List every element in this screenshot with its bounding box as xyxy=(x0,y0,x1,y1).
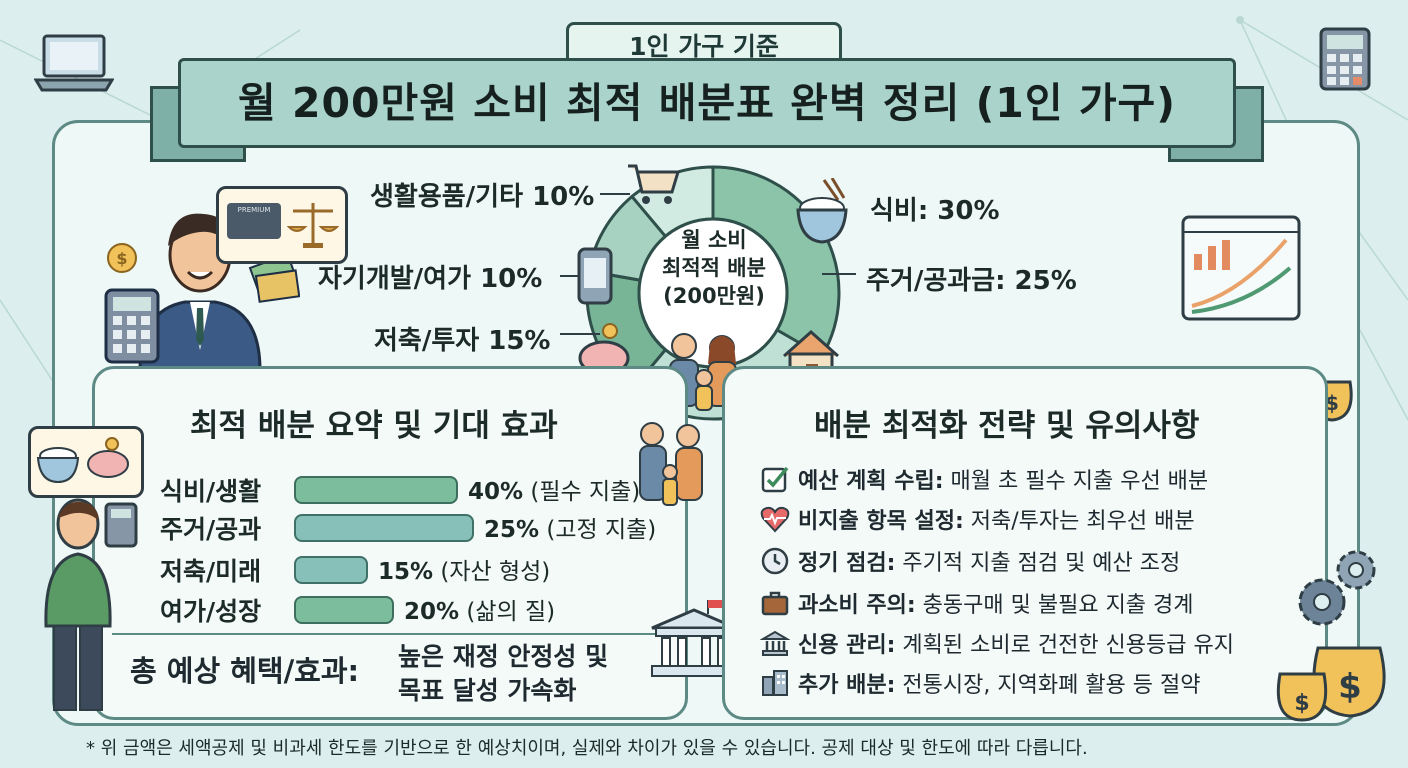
strategy-item-text: 예산 계획 수립: 매월 초 필수 지출 우선 배분 xyxy=(798,463,1208,495)
summary-row-note: (필수 지출) xyxy=(530,479,641,505)
svg-text:$: $ xyxy=(1294,691,1309,716)
total-benefit-line1: 높은 재정 안정성 및 xyxy=(398,642,609,671)
scales-icon xyxy=(287,203,339,248)
man-with-calculator-illustration xyxy=(44,498,138,711)
summary-row-value: 25% (고정 지출) xyxy=(484,510,656,544)
segment-label-food: 식비: 30% xyxy=(870,196,1000,226)
strategy-item-text: 정기 점검: 주기적 지출 점검 및 예산 조정 xyxy=(798,545,1180,577)
strategy-key: 신용 관리: xyxy=(798,633,896,658)
heartbeat-icon xyxy=(760,506,790,533)
summary-panel xyxy=(92,366,688,720)
donut-center-label: 월 소비 최적적 배분 (200만원) xyxy=(640,226,788,310)
summary-title: 최적 배분 요약 및 기대 효과 xyxy=(190,408,558,444)
strategy-item-review: 정기 점검: 주기적 지출 점검 및 예산 조정 xyxy=(760,544,1320,578)
summary-row-note: (자산 형성) xyxy=(440,559,551,585)
summary-row-label: 주거/공과 xyxy=(160,515,262,544)
strategy-value: 전통시장, 지역화폐 활용 등 절약 xyxy=(895,673,1201,698)
summary-row-label: 식비/생활 xyxy=(160,477,262,506)
summary-row-pct: 15% xyxy=(378,559,434,585)
strategy-value: 주기적 지출 점검 및 예산 조정 xyxy=(895,551,1181,576)
donut-center-line3: (200만원) xyxy=(663,284,765,308)
strategy-value: 매월 초 필수 지출 우선 배분 xyxy=(943,469,1209,494)
strategy-value: 계획된 소비로 건전한 신용등급 유지 xyxy=(895,633,1234,658)
strategy-key: 과소비 주의: xyxy=(798,593,916,618)
strategy-key: 비지출 항목 설정: xyxy=(798,509,964,534)
summary-row-value: 40% (필수 지출) xyxy=(468,472,640,506)
footnote: * 위 금액은 세액공제 및 비과세 한도를 기반으로 한 예상치이며, 실제와… xyxy=(86,738,1088,759)
donut-center-line2: 최적적 배분 xyxy=(662,256,766,280)
checkbox-icon xyxy=(761,466,789,493)
strategy-item-text: 비지출 항목 설정: 저축/투자는 최우선 배분 xyxy=(798,503,1195,535)
total-benefit-line2: 목표 달성 가속화 xyxy=(398,676,577,705)
strategy-item-nonspend: 비지출 항목 설정: 저축/투자는 최우선 배분 xyxy=(760,502,1320,536)
summary-row-savings: 저축/미래 15% (자산 형성) xyxy=(160,550,680,586)
strategy-key: 정기 점검: xyxy=(798,551,896,576)
bank-icon xyxy=(760,630,790,656)
businessman-illustration: $ xyxy=(104,213,300,370)
strategy-item-text: 신용 관리: 계획된 소비로 건전한 신용등급 유지 xyxy=(798,627,1234,659)
summary-row-note: (고정 지출) xyxy=(546,517,657,543)
svg-text:$: $ xyxy=(1325,391,1339,415)
clock-icon xyxy=(761,547,789,575)
svg-text:$: $ xyxy=(116,249,127,268)
total-benefit-label: 총 예상 혜택/효과: xyxy=(130,654,360,688)
summary-bar-food xyxy=(294,476,458,504)
summary-row-housing: 주거/공과 25% (고정 지출) xyxy=(160,508,680,544)
gears-icon xyxy=(1298,550,1376,626)
smartphone-icon xyxy=(577,247,613,305)
summary-row-label: 저축/미래 xyxy=(160,557,262,586)
summary-row-value: 15% (자산 형성) xyxy=(378,552,550,586)
donut-center-line1: 월 소비 xyxy=(681,228,747,252)
strategy-item-credit: 신용 관리: 계획된 소비로 건전한 신용등급 유지 xyxy=(760,626,1320,660)
strategy-key: 예산 계획 수립: xyxy=(798,469,944,494)
strategy-key: 추가 배분: xyxy=(798,673,896,698)
briefcase-icon xyxy=(761,591,789,616)
money-bags-bottom-icon: $ $ xyxy=(1276,646,1386,722)
speech-bubble: PREMIUM xyxy=(216,186,348,264)
growth-chart-icon xyxy=(1181,215,1301,321)
segment-label-savings: 저축/투자 15% xyxy=(374,326,551,356)
summary-row-pct: 20% xyxy=(404,599,460,625)
total-benefit-text: 높은 재정 안정성 및 목표 달성 가속화 xyxy=(398,640,608,708)
strategy-title: 배분 최적화 전략 및 유의사항 xyxy=(814,408,1200,444)
calculator-icon xyxy=(1319,27,1371,91)
rice-and-piggy-icon xyxy=(36,437,129,484)
summary-bar-housing xyxy=(294,514,474,542)
summary-row-label: 여가/성장 xyxy=(160,597,262,626)
segment-label-housing: 주거/공과금: 25% xyxy=(866,266,1077,296)
strategy-value: 저축/투자는 최우선 배분 xyxy=(963,509,1195,534)
strategy-item-text: 과소비 주의: 충동구매 및 불필요 지출 경계 xyxy=(798,587,1194,619)
summary-row-pct: 25% xyxy=(484,517,540,543)
page-title: 월 200만원 소비 최적 배분표 완벽 정리 (1인 가구) xyxy=(178,58,1236,148)
segment-label-household: 생활용품/기타 10% xyxy=(370,182,595,212)
strategy-item-budget: 예산 계획 수립: 매월 초 필수 지출 우선 배분 xyxy=(760,462,1320,496)
strategy-panel xyxy=(722,366,1328,720)
svg-text:$: $ xyxy=(1338,667,1362,707)
family-illustration-small xyxy=(639,422,703,506)
credit-card-icon: PREMIUM xyxy=(227,203,281,239)
strategy-item-text: 추가 배분: 전통시장, 지역화폐 활용 등 절약 xyxy=(798,667,1201,699)
summary-divider xyxy=(112,633,682,635)
summary-row-note: (삶의 질) xyxy=(466,599,556,625)
summary-bar-savings xyxy=(294,556,368,584)
rice-bowl-icon xyxy=(796,178,848,244)
laptop-icon xyxy=(34,34,114,92)
summary-row-value: 20% (삶의 질) xyxy=(404,592,555,626)
strategy-item-overspend: 과소비 주의: 충동구매 및 불필요 지출 경계 xyxy=(760,586,1320,620)
summary-row-pct: 40% xyxy=(468,479,524,505)
summary-row-food: 식비/생활 40% (필수 지출) xyxy=(160,470,680,506)
shopping-cart-icon xyxy=(628,164,681,204)
buildings-icon xyxy=(762,670,788,696)
summary-bar-leisure xyxy=(294,596,394,624)
segment-label-leisure: 자기개발/여가 10% xyxy=(318,264,543,294)
strategy-item-extra: 추가 배분: 전통시장, 지역화폐 활용 등 절약 xyxy=(760,666,1320,700)
summary-row-leisure: 여가/성장 20% (삶의 질) xyxy=(160,590,680,626)
strategy-value: 충동구매 및 불필요 지출 경계 xyxy=(915,593,1194,618)
